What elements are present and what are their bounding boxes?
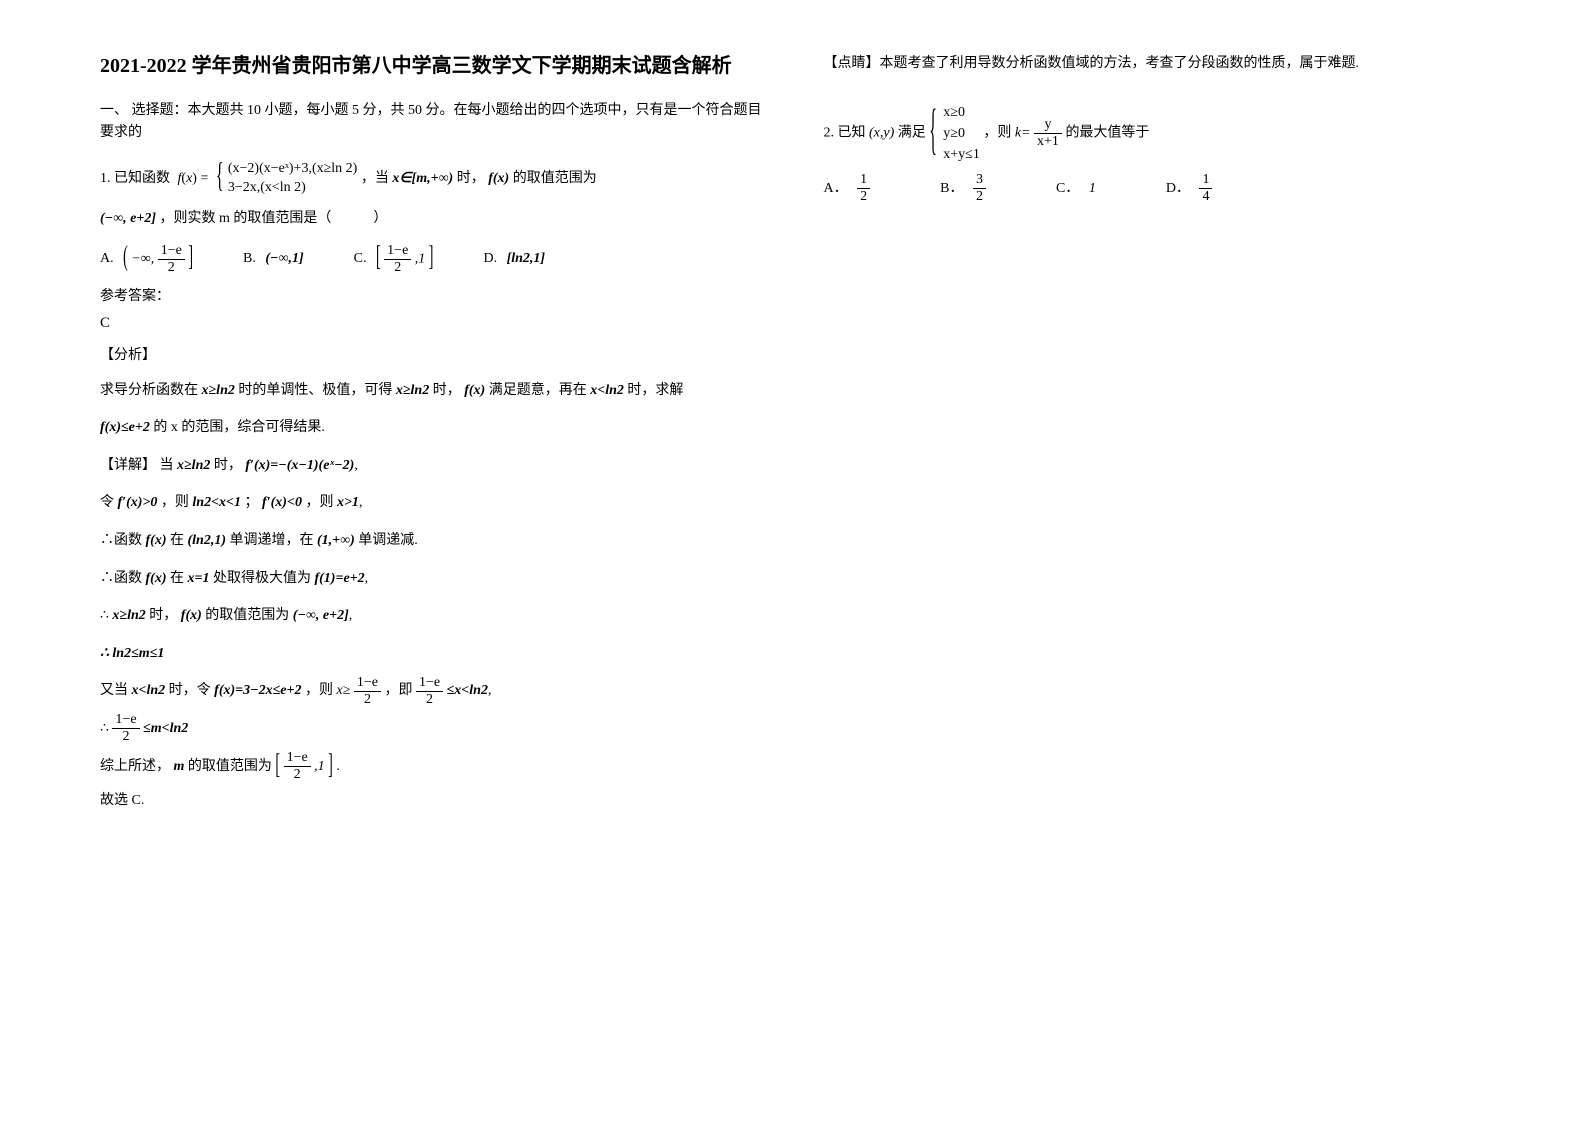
q2-opt-b: B． 32 <box>940 173 986 204</box>
opt-b: B. (−∞,1] <box>243 251 304 267</box>
answer-label: 参考答案： <box>100 285 764 305</box>
range: (−∞, e+2] <box>100 211 156 226</box>
q1-options: A. ( −∞, 1−e2 ] B. (−∞,1] C. [ 1−e2 ,1 ] <box>100 244 764 275</box>
final: 故选 C. <box>100 787 764 815</box>
q2-opt-a: A． 12 <box>824 173 871 204</box>
cond: x∈[m,+∞) <box>392 171 453 186</box>
q2-opt-c: C． 1 <box>1056 177 1096 197</box>
opt-d: D. [ln2,1] <box>483 251 545 267</box>
opt-d-value: [ln2,1] <box>507 251 546 266</box>
answer: C <box>100 315 764 332</box>
detail-line7: 又当 x<ln2 时，令 f(x)=3−2x≤e+2 ，则 x≥ 1−e2 ，即… <box>100 674 764 708</box>
opt-a-value: ( −∞, 1−e2 ] <box>123 244 193 275</box>
opt-d-label: D. <box>483 251 497 266</box>
opt-a: A. ( −∞, 1−e2 ] <box>100 244 193 275</box>
opt-c-value: [ 1−e2 ,1 ] <box>376 244 433 275</box>
piecewise: (x−2)(x−eˣ)+3,(x≥ln 2) 3−2x,(x<ln 2) <box>216 159 358 198</box>
opt-a-label: A. <box>100 251 114 266</box>
detail-line1: 【详解】 当 x≥ln2 时， f′(x)=−(x−1)(eˣ−2), <box>100 449 764 483</box>
q2-opt-d: D． 14 <box>1166 173 1213 204</box>
q2-stem: 2. 已知 (x,y) 满足 x≥0 y≥0 x+y≤1 ，则 k= yx+1 … <box>824 102 1488 165</box>
piecewise-top: (x−2)(x−eˣ)+3,(x≥ln 2) <box>228 159 358 179</box>
q2-options: A． 12 B． 32 C． 1 D． 14 <box>824 173 1488 204</box>
detail-line2: 令 f′(x)>0 ，则 ln2<x<1 ； f′(x)<0 ，则 x>1, <box>100 486 764 520</box>
section-heading: 一、 选择题：本大题共 10 小题，每小题 5 分，共 50 分。在每小题给出的… <box>100 100 764 145</box>
opt-c-label: C. <box>354 251 367 266</box>
analysis-line1: 求导分析函数在 x≥ln2 时的单调性、极值，可得 x≥ln2 时， f(x) … <box>100 374 764 408</box>
comment: 【点睛】本题考查了利用导数分析函数值域的方法，考查了分段函数的性质，属于难题. <box>824 50 1488 78</box>
exam-title: 2021-2022 学年贵州省贵阳市第八中学高三数学文下学期期末试题含解析 <box>100 50 764 82</box>
analysis-label: 【分析】 <box>100 342 764 370</box>
fx-eq: f(x) = <box>178 171 209 186</box>
left-column: 2021-2022 学年贵州省贵阳市第八中学高三数学文下学期期末试题含解析 一、… <box>100 50 764 819</box>
piecewise-bot: 3−2x,(x<ln 2) <box>228 178 358 198</box>
opt-c: C. [ 1−e2 ,1 ] <box>354 244 434 275</box>
q1-stem: 1. 已知函数 f(x) = (x−2)(x−eˣ)+3,(x≥ln 2) 3−… <box>100 159 764 198</box>
detail-line4: ∴函数 f(x) 在 x=1 处取得极大值为 f(1)=e+2, <box>100 562 764 596</box>
analysis-line2: f(x)≤e+2 的 x 的范围，综合可得结果. <box>100 411 764 445</box>
page: 2021-2022 学年贵州省贵阳市第八中学高三数学文下学期期末试题含解析 一、… <box>0 50 1587 819</box>
detail-line5: ∴ x≥ln2 时， f(x) 的取值范围为 (−∞, e+2], <box>100 599 764 633</box>
detail-line3: ∴函数 f(x) 在 (ln2,1) 单调递增，在 (1,+∞) 单调递减. <box>100 524 764 558</box>
fx: f(x) <box>488 171 509 186</box>
opt-b-value: (−∞,1] <box>265 251 303 266</box>
stem-mid2: 时， <box>457 171 485 186</box>
q1-stem-pre: 1. 已知函数 <box>100 171 170 186</box>
detail-line8: ∴ 1−e2 ≤m<ln2 <box>100 712 764 746</box>
conclusion: 综上所述， m 的取值范围为 [ 1−e2 ,1 ] . <box>100 750 764 784</box>
opt-b-label: B. <box>243 251 256 266</box>
q1-stem-line2: (−∞, e+2] ，则实数 m 的取值范围是（ ） <box>100 202 764 236</box>
q2-system: x≥0 y≥0 x+y≤1 <box>929 102 980 165</box>
right-column: 【点睛】本题考查了利用导数分析函数值域的方法，考查了分段函数的性质，属于难题. … <box>824 50 1488 819</box>
stem-after: 的取值范围为 <box>513 171 597 186</box>
stem-mid: ，当 <box>361 171 389 186</box>
stem-end: ，则实数 m 的取值范围是（ ） <box>159 211 387 226</box>
detail-line6: ∴ ln2≤m≤1 <box>100 637 764 671</box>
detail-label: 【详解】 <box>100 458 156 473</box>
